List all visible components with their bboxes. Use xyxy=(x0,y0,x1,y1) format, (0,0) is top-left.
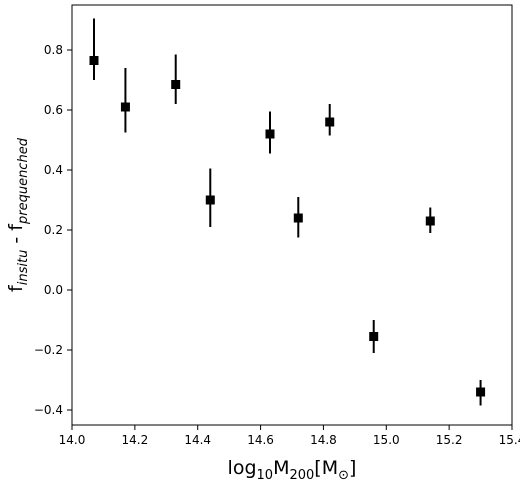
y-tick-label: 0.0 xyxy=(44,283,63,297)
data-point xyxy=(325,117,335,127)
x-axis-label: log10M200[M⊙] xyxy=(228,457,357,483)
data-point xyxy=(369,332,379,341)
y-tick-label: −0.2 xyxy=(34,343,63,357)
x-tick-label: 14.2 xyxy=(121,433,148,447)
y-label-f1-sub: insitu xyxy=(16,250,31,286)
x-tick-label: 15.0 xyxy=(373,433,400,447)
data-point xyxy=(265,129,275,139)
data-point xyxy=(476,387,486,397)
x-tick-label: 14.8 xyxy=(310,433,337,447)
y-tick-label: 0.8 xyxy=(44,43,63,57)
data-point xyxy=(293,213,303,223)
data-point xyxy=(120,102,130,112)
x-label-bracket-close: ] xyxy=(349,457,356,479)
x-tick-label: 15.4 xyxy=(499,433,520,447)
y-tick-label: 0.2 xyxy=(44,223,63,237)
data-point xyxy=(89,56,99,65)
y-tick-label: −0.4 xyxy=(34,403,63,417)
y-axis-label: finsitu - fprequenched xyxy=(5,137,31,292)
x-tick-label: 14.0 xyxy=(59,433,86,447)
x-label-bracket-sub: ⊙ xyxy=(338,468,349,483)
x-axis: 14.0 14.2 14.4 14.6 14.8 15.0 15.2 15.4 xyxy=(59,425,520,447)
y-tick-label: 0.6 xyxy=(44,103,63,117)
x-label-main-sub: 200 xyxy=(289,468,314,483)
x-label-main: M xyxy=(273,457,289,479)
data-point xyxy=(205,195,215,205)
plot-frame xyxy=(71,4,513,426)
y-label-sep: - xyxy=(5,231,27,250)
x-tick-label: 14.4 xyxy=(184,433,211,447)
x-label-base-sub: 10 xyxy=(257,468,274,483)
y-label-f1: f xyxy=(5,284,27,292)
data-point xyxy=(171,80,181,89)
y-label-f2-sub: prequenched xyxy=(16,137,31,225)
y-label-f2: f xyxy=(5,223,27,231)
x-label-bracket-open: [M xyxy=(314,457,338,479)
data-point xyxy=(425,216,435,226)
y-axis: −0.4 −0.2 0.0 0.2 0.4 0.6 0.8 xyxy=(34,43,72,417)
x-tick-label: 14.6 xyxy=(247,433,274,447)
x-tick-label: 15.2 xyxy=(436,433,463,447)
y-tick-label: 0.4 xyxy=(44,163,63,177)
data-series xyxy=(89,18,486,406)
x-label-base: log xyxy=(228,457,257,479)
